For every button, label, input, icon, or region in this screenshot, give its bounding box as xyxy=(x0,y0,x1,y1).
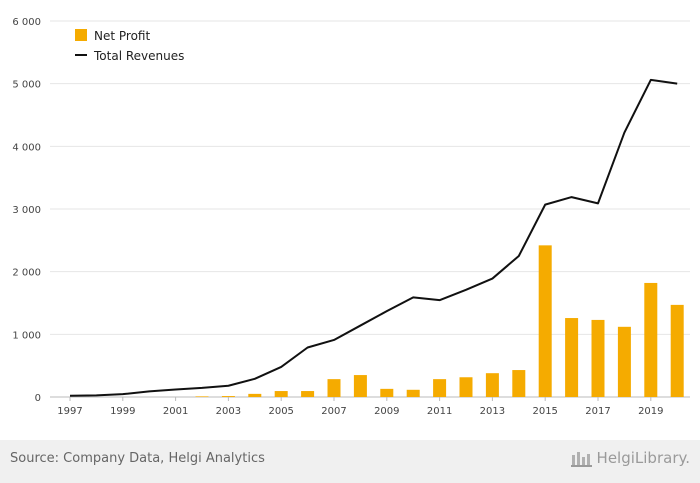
bar-net-profit-2014[interactable] xyxy=(512,370,526,397)
bar-net-profit-2003[interactable] xyxy=(221,396,235,397)
bar-net-profit-2004[interactable] xyxy=(248,393,262,397)
bar-net-profit-2015[interactable] xyxy=(538,245,552,397)
library-logo-icon xyxy=(570,452,592,467)
y-tick-label: 6 000 xyxy=(12,17,41,28)
bar-net-profit-2005[interactable] xyxy=(274,391,288,397)
bar-net-profit-2018[interactable] xyxy=(617,326,631,397)
combo-chart: 0 1 000 2 000 3 000 4 000 5 000 6 000 1997 1999… xyxy=(12,17,690,417)
y-axis-ticks: 0 1 000 2 000 3 000 4 000 5 000 6 000 xyxy=(12,17,41,404)
bar-net-profit-2009[interactable] xyxy=(380,388,394,397)
y-tick-label: 4 000 xyxy=(12,142,41,153)
bar-net-profit-2019[interactable] xyxy=(644,282,658,397)
bar-net-profit-2006[interactable] xyxy=(301,391,315,397)
bar-net-profit-2008[interactable] xyxy=(353,375,367,397)
x-tick-label: 2009 xyxy=(374,406,399,417)
bar-net-profit-2010[interactable] xyxy=(406,389,420,397)
x-tick-label: 2005 xyxy=(268,406,293,417)
y-tick-label: 3 000 xyxy=(12,205,41,216)
x-axis-ticks: 1997 1999 2001 2003 2005 2007 2009 2011 2013 2015… xyxy=(57,397,664,417)
bar-net-profit-2017[interactable] xyxy=(591,319,605,397)
total-revenues-line-group xyxy=(69,78,678,397)
bar-net-profit-2002[interactable] xyxy=(195,396,209,397)
bar-net-profit-2020[interactable] xyxy=(670,304,684,397)
legend-label-total-revenues[interactable]: Total Revenues xyxy=(93,49,184,63)
bar-net-profit-2016[interactable] xyxy=(565,318,579,397)
grid-lines xyxy=(50,20,690,398)
net-profit-bars xyxy=(195,245,684,397)
x-tick-label: 2011 xyxy=(427,406,452,417)
bar-net-profit-2011[interactable] xyxy=(433,379,447,397)
bar-net-profit-2013[interactable] xyxy=(485,373,499,397)
x-tick-label: 1997 xyxy=(57,406,82,417)
y-tick-label: 1 000 xyxy=(12,330,41,341)
legend-label-net-profit[interactable]: Net Profit xyxy=(94,29,150,43)
y-tick-label: 2 000 xyxy=(12,268,41,279)
x-tick-label: 2001 xyxy=(163,406,188,417)
x-tick-label: 2003 xyxy=(216,406,241,417)
y-tick-label: 5 000 xyxy=(12,80,41,91)
bar-net-profit-2012[interactable] xyxy=(459,377,473,397)
legend-swatch-net-profit xyxy=(75,29,87,41)
source-text: Source: Company Data, Helgi Analytics xyxy=(10,451,265,466)
brand[interactable]: HelgiLibrary. xyxy=(570,449,690,467)
footer: Source: Company Data, Helgi Analytics He… xyxy=(0,440,700,483)
brand-name: HelgiLibrary. xyxy=(596,449,690,467)
legend[interactable]: Net Profit Total Revenues xyxy=(75,29,184,63)
y-tick-label: 0 xyxy=(35,393,41,404)
x-tick-label: 2007 xyxy=(321,406,346,417)
x-tick-label: 1999 xyxy=(110,406,135,417)
bar-net-profit-2007[interactable] xyxy=(327,379,341,397)
total-revenues-line[interactable] xyxy=(69,78,678,397)
x-tick-label: 2019 xyxy=(638,406,663,417)
x-tick-label: 2015 xyxy=(532,406,557,417)
x-tick-label: 2013 xyxy=(480,406,505,417)
x-tick-label: 2017 xyxy=(585,406,610,417)
